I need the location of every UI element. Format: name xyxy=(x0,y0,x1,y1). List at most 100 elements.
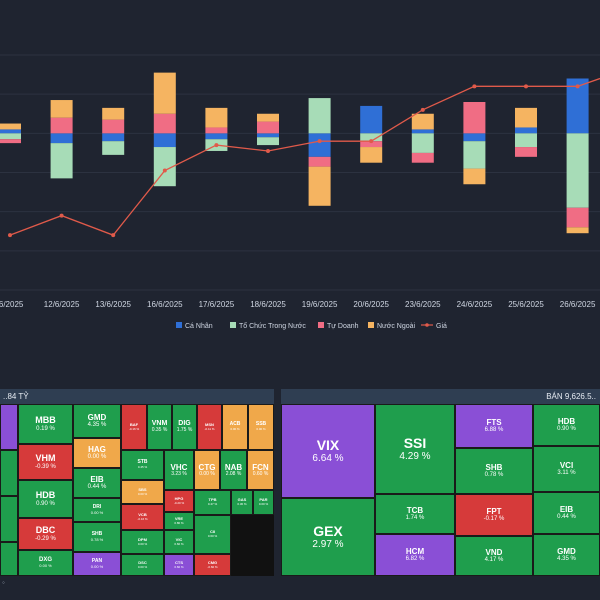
treemap-tile-vci[interactable]: VCI 3.11 % xyxy=(533,446,600,492)
bar-segment[interactable] xyxy=(308,166,331,206)
treemap-tile-dpm[interactable]: DPM 0.00 % xyxy=(121,530,164,554)
bar-segment[interactable] xyxy=(50,100,73,118)
bar-segment[interactable] xyxy=(566,207,589,228)
bar-segment[interactable] xyxy=(205,107,228,128)
bar-segment[interactable] xyxy=(515,133,537,148)
bar-segment[interactable] xyxy=(411,129,434,134)
treemap-tile-vix[interactable]: VIX 6.64 % xyxy=(281,404,375,498)
treemap-tile-partial[interactable] xyxy=(0,450,18,496)
bar-segment[interactable] xyxy=(257,137,279,146)
price-point[interactable] xyxy=(266,148,270,153)
legend-item[interactable]: Tổ Chức Trong Nước xyxy=(230,322,306,330)
treemap-tile-fts[interactable]: FTS 6.88 % xyxy=(455,404,533,448)
price-point[interactable] xyxy=(369,139,374,144)
treemap-tile-gex[interactable]: GEX 2.97 % xyxy=(281,498,375,576)
treemap-tile-partial[interactable] xyxy=(0,496,18,542)
treemap-tile-dsc[interactable]: DSC 0.00 % xyxy=(121,554,164,576)
bar-segment[interactable] xyxy=(102,133,125,142)
bar-segment[interactable] xyxy=(0,129,21,134)
bar-segment[interactable] xyxy=(205,127,228,134)
bar-segment[interactable] xyxy=(102,141,125,155)
bar-segment[interactable] xyxy=(308,156,331,167)
bar-segment[interactable] xyxy=(205,133,228,140)
price-point[interactable] xyxy=(214,143,219,148)
treemap-tile-ssi[interactable]: SSI 4.29 % xyxy=(375,404,455,494)
bar-segment[interactable] xyxy=(257,133,279,138)
bar-segment[interactable] xyxy=(257,113,279,122)
legend-item[interactable]: Cá Nhân xyxy=(176,322,213,330)
treemap-tile-tcb[interactable]: TCB 1.74 % xyxy=(375,494,455,534)
bar-segment[interactable] xyxy=(153,72,176,114)
bar-segment[interactable] xyxy=(257,121,279,134)
bar-segment[interactable] xyxy=(515,147,537,157)
treemap-tile-eib[interactable]: EIB 0.44 % xyxy=(533,492,600,534)
price-point[interactable] xyxy=(472,84,477,89)
treemap-tile-ssb[interactable]: SSB 0.00 % xyxy=(248,404,274,450)
bar-segment[interactable] xyxy=(411,152,434,163)
treemap-tile-vnm[interactable]: VNM 0.35 % xyxy=(147,404,172,450)
bar-segment[interactable] xyxy=(463,168,486,185)
legend-item[interactable]: Tự Doanh xyxy=(318,322,359,330)
bar-segment[interactable] xyxy=(515,107,537,128)
bar-segment[interactable] xyxy=(102,107,125,120)
legend-item[interactable]: Giá xyxy=(421,323,447,330)
treemap-tile-tpb[interactable]: TPB 0.47 % xyxy=(194,490,231,515)
treemap-tile-cts[interactable]: CTS 0.60 % xyxy=(164,554,194,576)
bar-segment[interactable] xyxy=(50,143,73,179)
treemap-tile-hcm[interactable]: HCM 6.82 % xyxy=(375,534,455,576)
bar-segment[interactable] xyxy=(463,133,486,142)
treemap-tile-fcn[interactable]: FCN 0.60 % xyxy=(247,450,274,490)
treemap-tile-stb[interactable]: STB 0.45 % xyxy=(121,450,164,480)
bar-segment[interactable] xyxy=(0,123,21,130)
treemap-tile-gmd[interactable]: GMD 4.35 % xyxy=(533,534,600,576)
treemap-tile-msn[interactable]: MSN -0.11 % xyxy=(197,404,222,450)
bar-segment[interactable] xyxy=(153,113,176,134)
treemap-tile-baf[interactable]: BAF -0.16 % xyxy=(121,404,147,450)
treemap-tile-cmg[interactable]: CMG -0.60 % xyxy=(194,554,231,576)
bar-segment[interactable] xyxy=(308,133,331,157)
treemap-tile-sbs[interactable]: SBS 0.00 % xyxy=(121,480,164,504)
treemap-tile-gas[interactable]: GAS 0.30 % xyxy=(231,490,253,515)
treemap-tile-vhc[interactable]: VHC 3.23 % xyxy=(164,450,194,490)
treemap-tile-vic[interactable]: VIC 0.60 % xyxy=(164,530,194,554)
treemap-tile-partial[interactable] xyxy=(0,542,18,576)
bar-segment[interactable] xyxy=(515,127,537,134)
treemap-tile-mbb[interactable]: MBB 0.19 % xyxy=(18,404,73,444)
price-point[interactable] xyxy=(111,233,116,238)
treemap-tile-dbc[interactable]: DBC -0.29 % xyxy=(18,518,73,550)
treemap-tile-eib[interactable]: EIB 0.44 % xyxy=(73,468,121,498)
bar-segment[interactable] xyxy=(50,133,73,144)
treemap-tile-dri[interactable]: DRI 0.00 % xyxy=(73,498,121,522)
price-point[interactable] xyxy=(575,84,580,89)
bar-segment[interactable] xyxy=(0,133,21,140)
treemap-tile-hpg[interactable]: HPG -0.20 % xyxy=(164,490,194,512)
treemap-tile-acb[interactable]: ACB 0.00 % xyxy=(222,404,248,450)
treemap-tile-shb[interactable]: SHB 0.78 % xyxy=(455,448,533,494)
bar-segment[interactable] xyxy=(463,141,486,169)
treemap-tile-hdb[interactable]: HDB 0.90 % xyxy=(18,480,73,518)
treemap-tile-partial[interactable] xyxy=(0,404,18,450)
bar-segment[interactable] xyxy=(566,227,589,234)
treemap-tile-shb[interactable]: SHB 0.78 % xyxy=(73,522,121,552)
treemap-tile-dig[interactable]: DIG 1.75 % xyxy=(172,404,197,450)
treemap-tile-dxg[interactable]: DXG 0.00 % xyxy=(18,550,73,576)
treemap-tile-vre[interactable]: VRE 0.80 % xyxy=(164,512,194,530)
price-point[interactable] xyxy=(317,139,322,144)
bar-segment[interactable] xyxy=(153,133,176,148)
legend-item[interactable]: Nước Ngoài xyxy=(368,322,416,330)
bar-segment[interactable] xyxy=(308,98,331,134)
treemap-tile-hdb[interactable]: HDB 0.90 % xyxy=(533,404,600,446)
treemap-tile-vnd[interactable]: VND 4.17 % xyxy=(455,536,533,576)
treemap-tile-gmd[interactable]: GMD 4.35 % xyxy=(73,404,121,438)
price-point[interactable] xyxy=(8,233,12,238)
treemap-tile-pan[interactable]: PAN 0.00 % xyxy=(73,552,121,576)
treemap-tile-par[interactable]: PAR 0.00 % xyxy=(253,490,274,515)
bar-segment[interactable] xyxy=(360,141,383,148)
bar-segment[interactable] xyxy=(566,78,589,134)
treemap-tile-cii[interactable]: CII 0.60 % xyxy=(194,515,231,554)
treemap-tile-nab[interactable]: NAB 2.08 % xyxy=(220,450,247,490)
bar-segment[interactable] xyxy=(411,113,434,130)
price-point[interactable] xyxy=(162,168,167,173)
price-point[interactable] xyxy=(59,213,64,218)
price-point[interactable] xyxy=(524,84,528,89)
